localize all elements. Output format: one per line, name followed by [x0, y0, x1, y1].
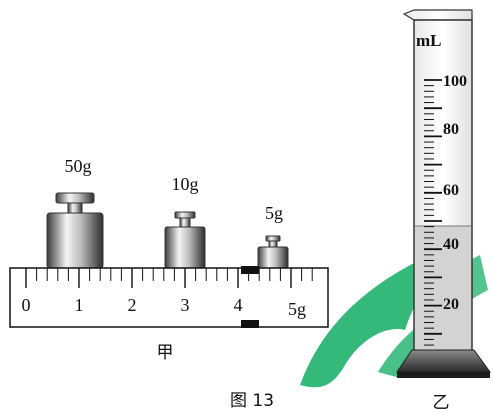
- ruler-number-0: 0: [22, 295, 31, 315]
- rider-top: [241, 266, 259, 274]
- ruler-number-1: 1: [75, 295, 84, 315]
- ruler-number-4: 4: [234, 295, 243, 315]
- balance-ruler: 0 1 2 3 4 5g: [9, 266, 329, 328]
- cylinder-label-80: 80: [443, 121, 459, 138]
- weight-50g-label: 50g: [65, 156, 92, 176]
- ruler-number-2: 2: [128, 295, 137, 315]
- ruler-end-label: 5g: [288, 299, 306, 319]
- ruler-ticks: [25, 268, 313, 288]
- cylinder-label-100: 100: [443, 73, 467, 90]
- weight-10g: 10g: [164, 174, 206, 269]
- weight-5g: 5g: [257, 203, 289, 269]
- rider-bottom: [241, 320, 259, 328]
- graduated-cylinder: mL 100 80 60 40 20: [396, 9, 491, 378]
- ruler-caption: 甲: [157, 343, 174, 363]
- liquid-column: [415, 226, 471, 350]
- weight-50g: 50g: [46, 156, 104, 269]
- cylinder-label-20: 20: [443, 296, 459, 313]
- ruler-number-3: 3: [181, 295, 190, 315]
- cylinder-label-60: 60: [443, 182, 459, 199]
- cylinder-label-40: 40: [443, 236, 459, 253]
- weight-5g-label: 5g: [265, 203, 283, 223]
- cylinder-ticks: [424, 79, 442, 346]
- weight-10g-label: 10g: [172, 174, 199, 194]
- cylinder-unit: mL: [416, 31, 442, 50]
- figure-caption: 图 13: [230, 391, 274, 411]
- cylinder-caption: 乙: [433, 393, 450, 413]
